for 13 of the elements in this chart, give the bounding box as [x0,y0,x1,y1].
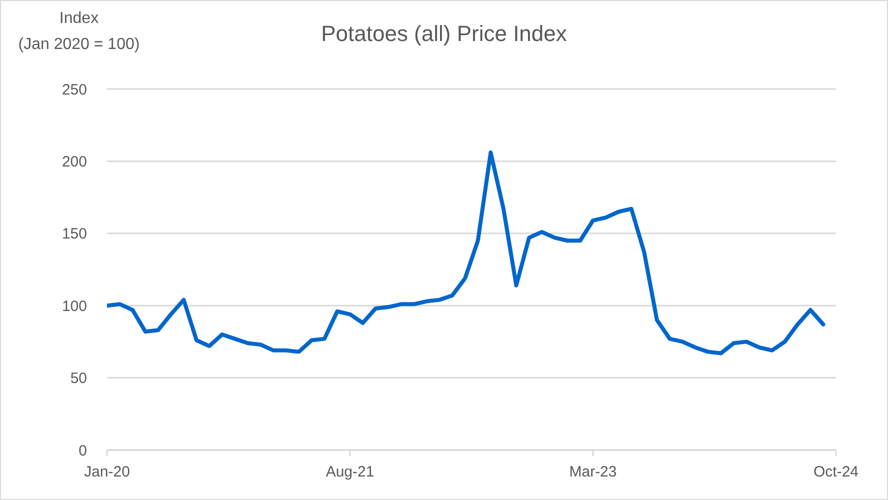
y-tick-label: 200 [62,154,87,171]
line-series [107,150,826,356]
y-axis-title: Index (Jan 2020 = 100) [17,9,141,55]
y-tick-label: 0 [78,442,87,460]
x-tick-label: Aug-21 [326,464,374,481]
y-tick-label: 150 [62,226,87,243]
x-tick-label: Mar-23 [569,464,617,481]
chart-title: Potatoes (all) Price Index [321,21,567,46]
y-tick-label: 50 [70,370,87,388]
y-tick-label: 250 [62,81,87,98]
x-tick-label: Oct-24 [813,464,859,481]
x-tick-label: Jan-20 [84,464,130,481]
y-tick-label: 100 [62,298,87,315]
